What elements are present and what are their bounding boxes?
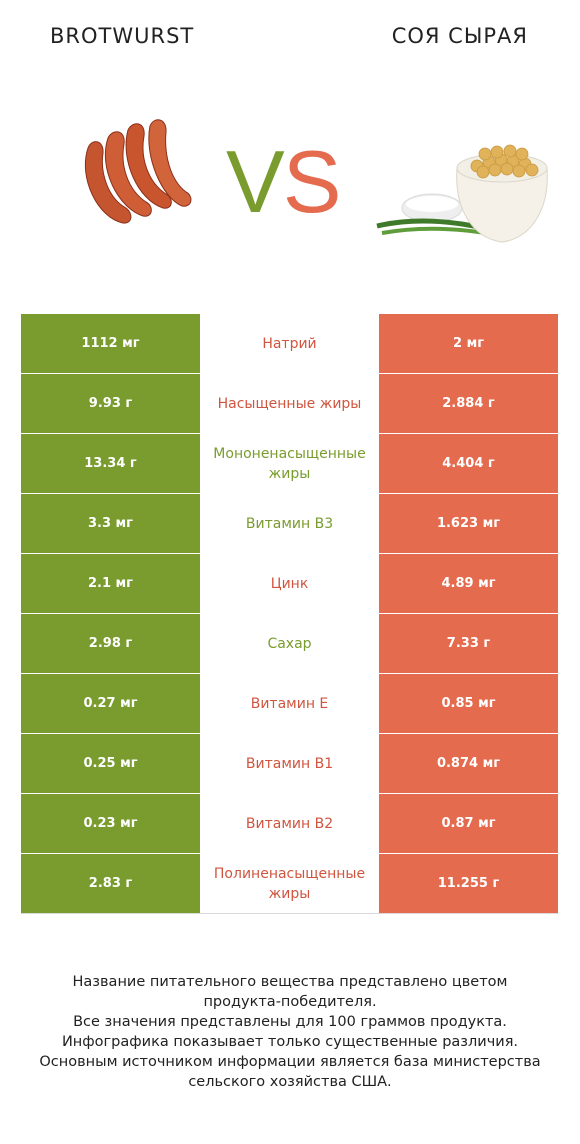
left-value: 3.3 мг <box>21 494 200 553</box>
left-value: 0.27 мг <box>21 674 200 733</box>
footer-line: Все значения представлены для 100 граммо… <box>73 1014 507 1030</box>
table-row: 1112 мг Натрий 2 мг <box>21 314 558 373</box>
nutrient-name: Сахар <box>200 614 379 673</box>
right-value: 11.255 г <box>379 854 558 913</box>
left-value: 0.23 мг <box>21 794 200 853</box>
left-value: 2.83 г <box>21 854 200 913</box>
right-value: 0.85 мг <box>379 674 558 733</box>
table-row: 0.27 мг Витамин E 0.85 мг <box>21 674 558 733</box>
left-value: 1112 мг <box>21 314 200 373</box>
table-row: 13.34 г Мононенасыщенные жиры 4.404 г <box>21 434 558 493</box>
right-product-title: СОЯ СЫРАЯ <box>391 24 528 48</box>
nutrient-name: Натрий <box>200 314 379 373</box>
right-value: 7.33 г <box>379 614 558 673</box>
nutrient-name: Насыщенные жиры <box>200 374 379 433</box>
footer-line: Основным источником информации является … <box>39 1054 541 1070</box>
nutrient-name: Витамин B3 <box>200 494 379 553</box>
vs-v-letter: V <box>226 132 285 231</box>
nutrient-name: Витамин E <box>200 674 379 733</box>
nutrient-name: Витамин B2 <box>200 794 379 853</box>
left-value: 2.98 г <box>21 614 200 673</box>
right-value: 0.874 мг <box>379 734 558 793</box>
comparison-table: 1112 мг Натрий 2 мг 9.93 г Насыщенные жиры 2.… <box>21 314 558 914</box>
footer-line: продукта-победителя. <box>203 994 377 1010</box>
footer-line: сельского хозяйства США. <box>188 1074 392 1090</box>
table-row: 2.1 мг Цинк 4.89 мг <box>21 554 558 613</box>
right-value: 2 мг <box>379 314 558 373</box>
sausage-image <box>84 119 192 224</box>
nutrient-name: Полиненасыщенные жиры <box>200 854 379 913</box>
left-value: 9.93 г <box>21 374 200 433</box>
right-value: 1.623 мг <box>379 494 558 553</box>
left-value: 0.25 мг <box>21 734 200 793</box>
vs-label: VS <box>226 138 341 226</box>
table-divider <box>21 913 558 914</box>
left-value: 13.34 г <box>21 434 200 493</box>
right-value: 4.89 мг <box>379 554 558 613</box>
table-row: 2.98 г Сахар 7.33 г <box>21 614 558 673</box>
table-row: 2.83 г Полиненасыщенные жиры 11.255 г <box>21 854 558 913</box>
table-row: 0.25 мг Витамин B1 0.874 мг <box>21 734 558 793</box>
nutrient-name: Цинк <box>200 554 379 613</box>
table-row: 9.93 г Насыщенные жиры 2.884 г <box>21 374 558 433</box>
footer-note: Название питательного вещества представл… <box>20 972 560 1092</box>
right-value: 0.87 мг <box>379 794 558 853</box>
table-row: 3.3 мг Витамин B3 1.623 мг <box>21 494 558 553</box>
left-value: 2.1 мг <box>21 554 200 613</box>
footer-line: Название питательного вещества представл… <box>72 974 508 990</box>
soybean-bowl-image <box>376 144 548 243</box>
nutrient-name: Мононенасыщенные жиры <box>200 434 379 493</box>
right-value: 2.884 г <box>379 374 558 433</box>
vs-s-letter: S <box>282 132 342 231</box>
footer-line: Инфографика показывает только существенн… <box>61 1034 519 1050</box>
left-product-title: BROTWURST <box>50 24 195 48</box>
table-row: 0.23 мг Витамин B2 0.87 мг <box>21 794 558 853</box>
nutrient-name: Витамин B1 <box>200 734 379 793</box>
right-value: 4.404 г <box>379 434 558 493</box>
